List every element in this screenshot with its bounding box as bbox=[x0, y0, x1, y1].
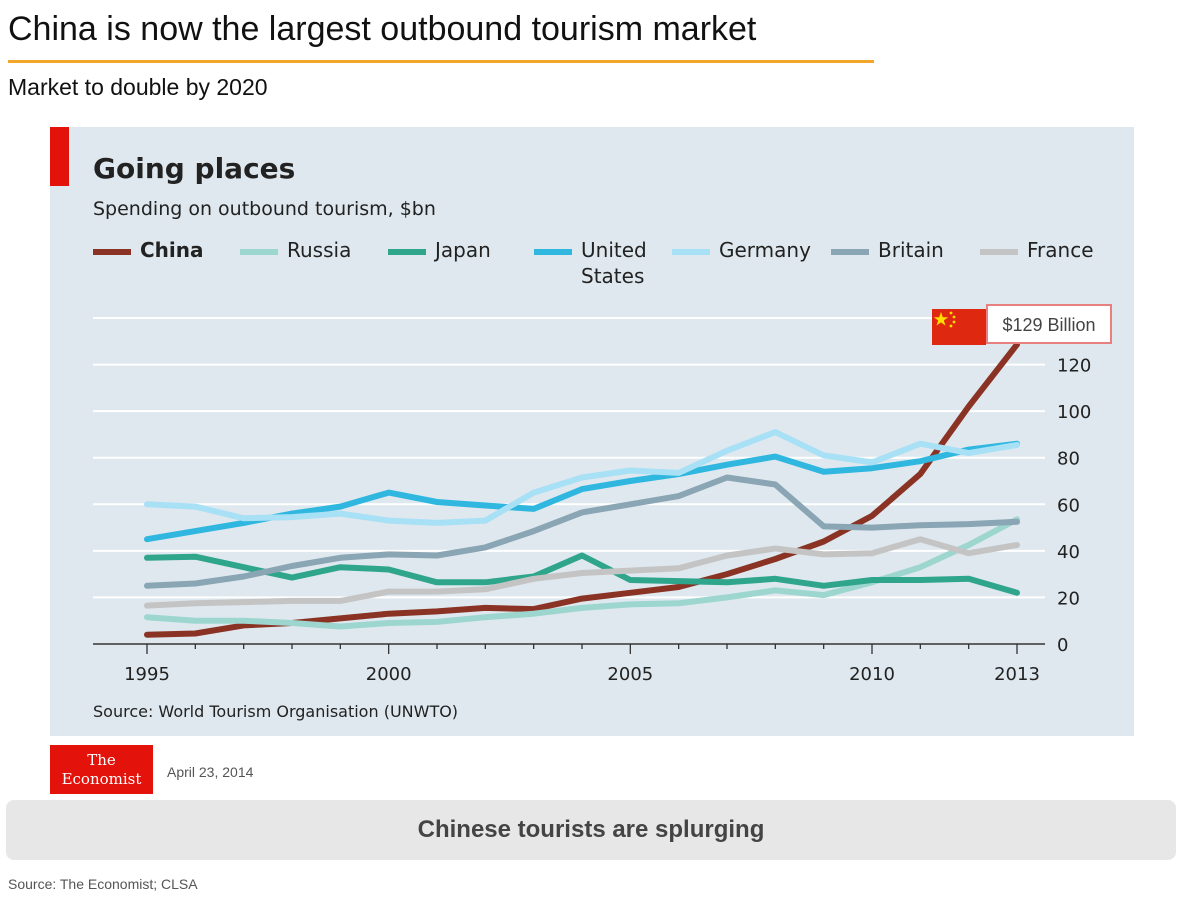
series-lines bbox=[144, 341, 1020, 638]
legend-swatch bbox=[980, 249, 1018, 255]
x-tick-label-2010: 2010 bbox=[849, 664, 895, 685]
footer-source: Source: The Economist; CLSA bbox=[8, 876, 198, 892]
chart-source: Source: World Tourism Organisation (UNWT… bbox=[93, 702, 459, 721]
y-tick-label-40: 40 bbox=[1057, 542, 1080, 563]
x-tick-label-2005: 2005 bbox=[607, 664, 653, 685]
callout-text: $129 Billion bbox=[1002, 315, 1096, 335]
economist-logo: The Economist bbox=[50, 745, 153, 794]
legend-swatch bbox=[831, 249, 869, 255]
legend-swatch bbox=[672, 249, 710, 255]
legend-swatch bbox=[534, 249, 572, 255]
publication-date: April 23, 2014 bbox=[167, 764, 254, 780]
y-tick-label-0: 0 bbox=[1057, 635, 1068, 656]
series-line-japan bbox=[144, 552, 1020, 596]
economist-red-tab bbox=[50, 127, 69, 186]
title-underline bbox=[8, 60, 874, 63]
slide-subtitle: Market to double by 2020 bbox=[8, 74, 268, 100]
x-tick-label-2013: 2013 bbox=[994, 664, 1040, 685]
legend-label: Japan bbox=[435, 238, 491, 262]
x-tick-label-2000: 2000 bbox=[366, 664, 412, 685]
y-tick-label-60: 60 bbox=[1057, 495, 1080, 516]
tick-labels: 1995 2000 2005 2010 2013 0 20 40 60 80 100 120 bbox=[124, 356, 1091, 685]
y-tick-label-20: 20 bbox=[1057, 588, 1080, 609]
series-line-germany bbox=[144, 429, 1020, 526]
china-flag-icon bbox=[932, 309, 986, 345]
legend-label: Russia bbox=[287, 238, 352, 262]
legend-swatch bbox=[93, 249, 131, 255]
legend-label: Britain bbox=[878, 238, 944, 262]
series-line-france bbox=[144, 536, 1020, 609]
y-tick-label-120: 120 bbox=[1057, 356, 1091, 377]
x-tick-label-1995: 1995 bbox=[124, 664, 170, 685]
chart-subtitle: Spending on outbound tourism, $bn bbox=[93, 198, 436, 220]
banner-text: Chinese tourists are splurging bbox=[417, 816, 765, 843]
grid-lines bbox=[93, 317, 1045, 599]
china-value-callout: $129 Billion bbox=[986, 304, 1112, 344]
logo-line-1: The bbox=[87, 751, 116, 769]
legend-label: China bbox=[140, 238, 204, 262]
series-line-britain bbox=[144, 474, 1020, 589]
series-line-united-states bbox=[144, 440, 1020, 543]
logo-line-2: Economist bbox=[61, 770, 142, 788]
slide-title: China is now the largest outbound touris… bbox=[8, 10, 757, 48]
legend-label: United States bbox=[581, 238, 647, 288]
takeaway-banner: Chinese tourists are splurging bbox=[6, 800, 1176, 860]
y-tick-label-100: 100 bbox=[1057, 402, 1091, 423]
y-tick-label-80: 80 bbox=[1057, 449, 1080, 470]
legend-label: France bbox=[1027, 238, 1094, 262]
legend-swatch bbox=[388, 249, 426, 255]
legend-swatch bbox=[240, 249, 278, 255]
chart-title: Going places bbox=[93, 152, 296, 185]
axes bbox=[93, 643, 1045, 654]
legend-label: Germany bbox=[719, 238, 811, 262]
